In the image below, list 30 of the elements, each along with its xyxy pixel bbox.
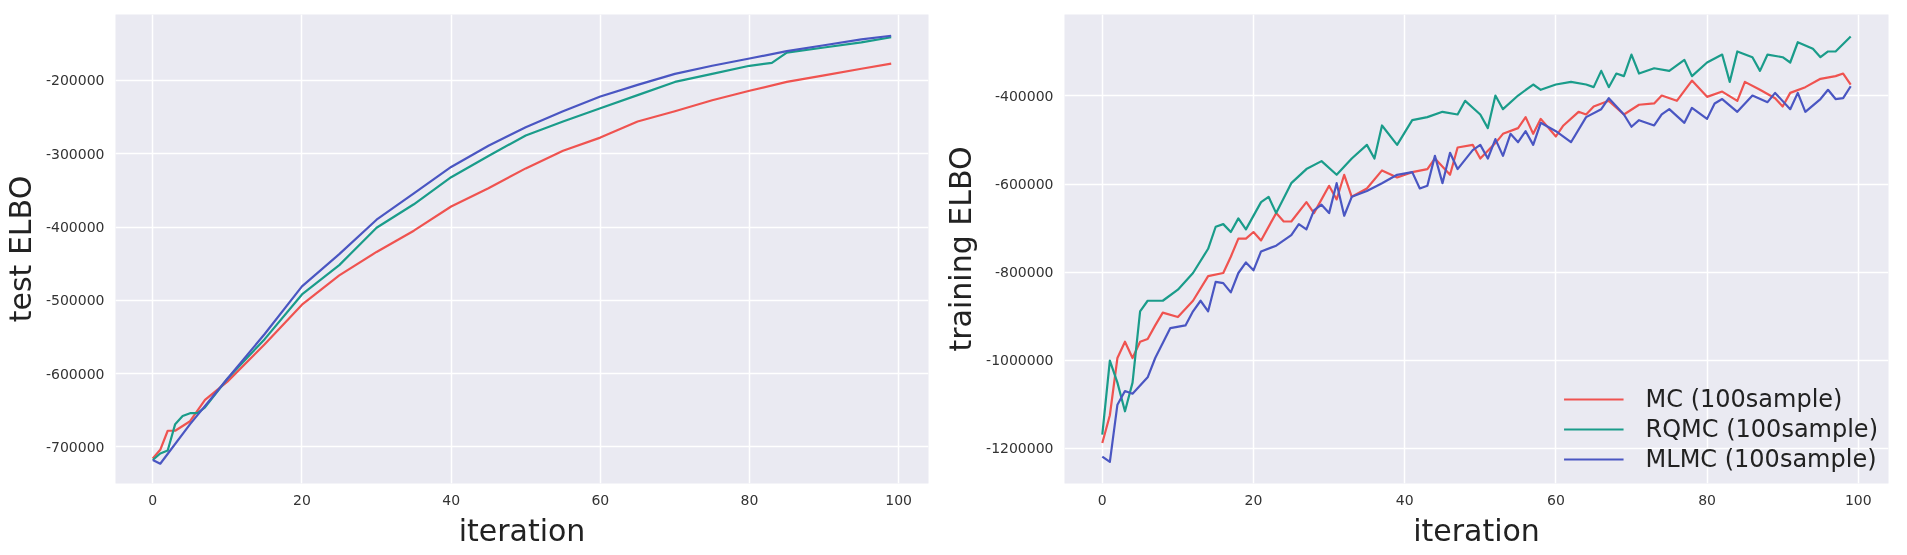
y-tick-label: -200000 (46, 72, 105, 89)
x-tick-label: 60 (1546, 491, 1565, 508)
legend-label: RQMC (100sample) (1645, 415, 1878, 443)
x-tick-label: 100 (885, 491, 913, 508)
y-tick-label: -1000000 (986, 352, 1054, 369)
y-tick-label: -700000 (46, 438, 105, 455)
x-tick-label: 40 (442, 491, 461, 508)
x-tick-label: 80 (740, 491, 759, 508)
y-tick-label: -300000 (46, 145, 105, 162)
y-tick-label: -800000 (995, 264, 1054, 281)
y-tick-label: -400000 (46, 219, 105, 236)
x-tick-label: 100 (1844, 491, 1872, 508)
y-tick-label: -500000 (46, 292, 105, 309)
y-axis-title: training ELBO (943, 146, 979, 352)
x-tick-label: 20 (293, 491, 311, 508)
x-tick-label: 0 (148, 491, 158, 508)
x-axis-title: iteration (1413, 512, 1540, 548)
y-tick-label: -600000 (995, 176, 1054, 193)
legend-label: MC (100sample) (1645, 385, 1843, 413)
x-tick-label: 80 (1698, 491, 1716, 508)
y-tick-label: -400000 (995, 87, 1054, 104)
y-tick-label: -1200000 (986, 440, 1054, 457)
legend-label: MLMC (100sample) (1645, 445, 1877, 473)
y-tick-label: -600000 (46, 365, 105, 382)
y-axis-title: test ELBO (3, 175, 38, 323)
x-tick-label: 60 (591, 491, 610, 508)
x-tick-label: 20 (1244, 491, 1263, 508)
x-axis-title: iteration (458, 512, 586, 548)
x-tick-label: 40 (1395, 491, 1414, 508)
x-tick-label: 0 (1097, 491, 1107, 508)
